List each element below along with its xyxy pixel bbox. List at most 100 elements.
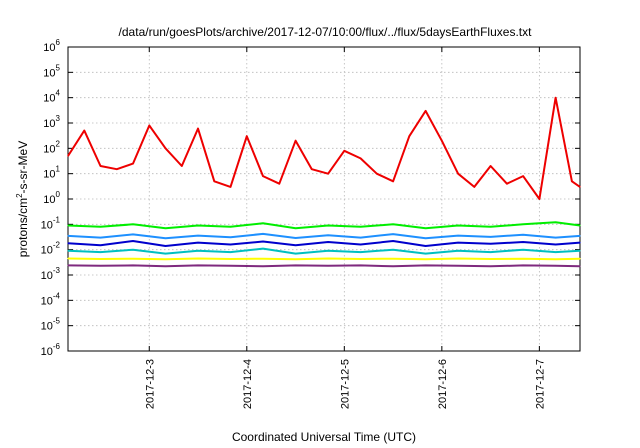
data-point — [522, 258, 524, 260]
y-tick-label: 100 — [43, 190, 60, 206]
data-point — [99, 265, 102, 267]
x-axis-label: Coordinated Universal Time (UTC) — [232, 430, 416, 444]
data-point — [555, 243, 557, 246]
data-point — [360, 264, 362, 266]
series-6 — [67, 96, 581, 200]
x-tick-label: 2017-12-5 — [339, 359, 351, 409]
data-point — [132, 163, 134, 165]
data-point — [229, 236, 232, 238]
data-point — [164, 265, 167, 267]
data-point — [99, 237, 102, 239]
data-point — [246, 135, 248, 137]
data-point — [327, 257, 329, 260]
y-tick-label: 104 — [43, 89, 60, 105]
data-point — [555, 265, 557, 267]
data-point — [262, 222, 264, 224]
data-point — [579, 250, 581, 252]
data-point — [295, 264, 297, 266]
data-point — [457, 235, 459, 237]
data-point — [360, 237, 362, 239]
data-point — [229, 186, 232, 188]
series-0 — [67, 264, 581, 268]
data-point — [311, 168, 313, 170]
data-point — [148, 124, 150, 127]
data-point — [67, 155, 69, 157]
data-point — [99, 165, 102, 167]
data-point — [408, 135, 410, 137]
data-point — [327, 173, 329, 175]
data-point — [579, 265, 581, 267]
data-point — [197, 242, 199, 244]
y-tick-exponent: 3 — [56, 114, 61, 123]
data-point — [164, 258, 167, 260]
data-point — [457, 242, 459, 244]
y-tick-label: 106 — [43, 38, 60, 54]
data-point — [392, 249, 394, 251]
data-point — [327, 234, 329, 236]
data-point — [457, 224, 459, 227]
data-point — [490, 165, 492, 167]
series-line — [67, 240, 581, 247]
data-point — [132, 249, 134, 251]
data-point — [83, 130, 85, 132]
data-point — [213, 180, 215, 182]
data-point — [490, 243, 492, 245]
data-point — [295, 140, 297, 142]
data-point — [506, 183, 508, 185]
data-point — [197, 250, 199, 252]
data-point — [522, 241, 524, 243]
data-point — [327, 250, 329, 252]
data-point — [555, 237, 557, 239]
y-tick-label: 102 — [43, 139, 60, 155]
y-tick-exponent: 2 — [56, 139, 61, 148]
data-point — [67, 250, 69, 252]
data-point — [425, 253, 427, 255]
data-point — [360, 226, 362, 228]
data-point — [425, 264, 427, 266]
data-point — [229, 258, 232, 260]
y-axis-label-prefix: protons/cm — [16, 198, 30, 257]
series-layer — [67, 96, 581, 268]
series-4 — [67, 232, 581, 240]
data-point — [360, 243, 362, 246]
series-2 — [67, 247, 581, 255]
data-point — [360, 251, 362, 253]
y-tick-exponent: 5 — [56, 63, 61, 72]
data-point — [579, 186, 581, 188]
y-axis-label-suffix: -s-sr-MeV — [16, 141, 30, 194]
data-point — [360, 157, 362, 159]
data-point — [327, 265, 329, 267]
data-point — [327, 224, 329, 227]
y-tick-exponent: -5 — [53, 317, 61, 326]
data-point — [262, 248, 264, 250]
data-point — [392, 180, 394, 182]
data-point — [164, 245, 167, 247]
y-tick-label: 10-6 — [41, 342, 61, 358]
data-point — [132, 240, 134, 242]
data-point — [425, 110, 427, 112]
data-point — [579, 242, 581, 244]
data-point — [295, 253, 297, 255]
y-tick-label: 10-1 — [41, 215, 61, 231]
data-point — [376, 173, 378, 175]
data-point — [441, 140, 443, 142]
series-5 — [67, 221, 581, 230]
data-point — [295, 237, 297, 239]
data-point — [457, 250, 459, 252]
data-point — [555, 97, 557, 99]
chart-title: /data/run/goesPlots/archive/2017-12-07/1… — [119, 25, 533, 39]
data-point — [262, 265, 264, 267]
data-point — [522, 249, 524, 251]
data-point — [99, 258, 102, 260]
y-tick-label: 10-5 — [41, 317, 61, 333]
series-1 — [67, 257, 581, 261]
y-tick-exponent: -3 — [53, 266, 61, 275]
data-point — [473, 186, 475, 188]
y-tick-label: 103 — [43, 114, 60, 130]
series-line — [67, 232, 581, 240]
data-point — [392, 233, 394, 235]
y-tick-label: 10-4 — [41, 291, 61, 307]
data-point — [132, 264, 134, 266]
series-line — [67, 264, 581, 268]
data-point — [132, 233, 134, 235]
